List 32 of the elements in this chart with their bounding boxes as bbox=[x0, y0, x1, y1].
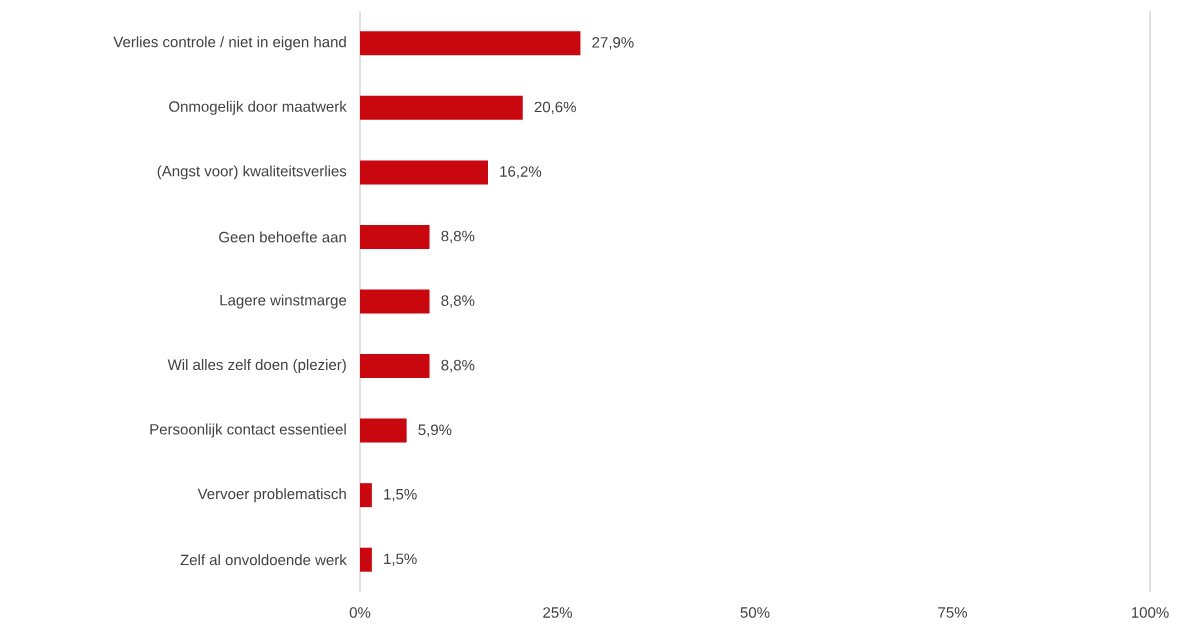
data-label: 16,2% bbox=[500, 166, 542, 179]
data-label: 5,9% bbox=[418, 424, 452, 437]
data-label: 8,8% bbox=[441, 295, 475, 308]
y-tick-label: Persoonlijk contact essentieel bbox=[150, 423, 346, 438]
x-tick-label: 50% bbox=[740, 607, 770, 618]
y-tick-label: Onmogelijk door maatwerk bbox=[169, 100, 347, 115]
data-label: 20,6% bbox=[534, 101, 576, 115]
data-label: 1,5% bbox=[384, 489, 417, 502]
data-label: 1,5% bbox=[384, 553, 417, 566]
bar bbox=[360, 289, 430, 314]
x-tick-label: 0% bbox=[349, 607, 371, 618]
data-label: 8,8% bbox=[441, 359, 475, 373]
bar bbox=[360, 354, 430, 379]
bar bbox=[360, 160, 488, 185]
y-tick-label: (Angst voor) kwaliteitsverlies bbox=[157, 165, 347, 180]
bar bbox=[360, 31, 581, 56]
y-tick-label: Wil alles zelf doen (plezier) bbox=[167, 359, 346, 374]
y-tick-label: Verlies controle / niet in eigen hand bbox=[113, 36, 346, 51]
data-label: 27,9% bbox=[592, 37, 634, 50]
y-tick-label: Vervoer problematisch bbox=[197, 488, 346, 503]
bar bbox=[360, 547, 372, 572]
bar bbox=[360, 418, 407, 443]
bar bbox=[360, 95, 523, 120]
y-tick-label: Geen behoefte aan bbox=[219, 231, 346, 243]
x-tick-label: 75% bbox=[938, 607, 967, 618]
y-tick-label: Zelf al onvoldoende werk bbox=[180, 554, 347, 566]
x-tick-label: 100% bbox=[1131, 607, 1169, 618]
data-label: 8,8% bbox=[441, 230, 475, 244]
y-tick-label: Lagere winstmarge bbox=[220, 294, 347, 309]
bar bbox=[360, 224, 430, 249]
bar bbox=[360, 483, 372, 508]
x-tick-label: 25% bbox=[543, 607, 572, 618]
